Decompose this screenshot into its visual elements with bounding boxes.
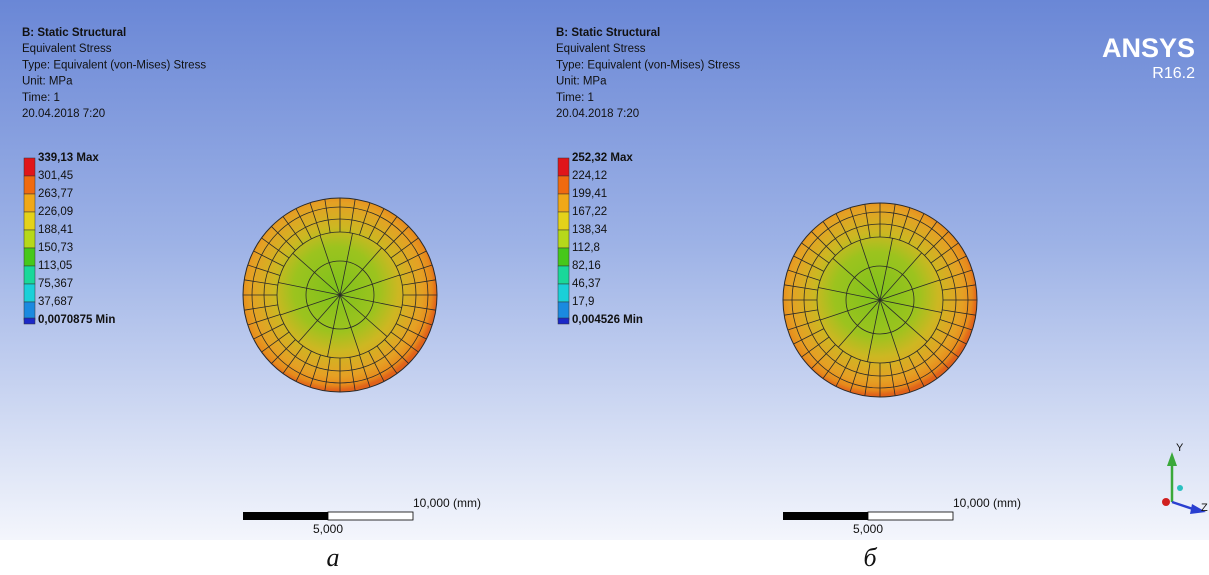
header-title: B: Static Structural bbox=[22, 27, 126, 39]
legend-swatch bbox=[558, 318, 569, 324]
legend-label: 0,004526 Min bbox=[572, 314, 643, 326]
legend-label: 113,05 bbox=[38, 260, 72, 272]
legend-swatch bbox=[24, 318, 35, 324]
legend-label: 0,0070875 Min bbox=[38, 314, 115, 326]
header-time: Time: 1 bbox=[22, 92, 60, 104]
scale-bar-white bbox=[328, 512, 413, 520]
triad-y-label: Y bbox=[1176, 442, 1184, 454]
stress-contour bbox=[783, 203, 977, 397]
header-date: 20.04.2018 7:20 bbox=[22, 108, 105, 120]
legend-label: 301,45 bbox=[38, 170, 73, 182]
legend-swatch bbox=[558, 158, 569, 176]
page: {"logo": {"brand": "ANSYS", "version": "… bbox=[0, 0, 1209, 575]
legend-swatch bbox=[24, 158, 35, 176]
header-time: Time: 1 bbox=[556, 92, 594, 104]
legend-swatch bbox=[24, 194, 35, 212]
legend-label: 167,22 bbox=[572, 206, 607, 218]
caption: а bbox=[327, 543, 340, 572]
legend-label: 263,77 bbox=[38, 188, 73, 200]
header-result: Equivalent Stress bbox=[22, 43, 112, 55]
legend-label: 17,9 bbox=[572, 296, 594, 308]
screenshot: ANSYS R16.2 Y Z B: Static Structural Equi… bbox=[0, 0, 1209, 575]
legend-swatch bbox=[558, 266, 569, 284]
legend-swatch bbox=[24, 266, 35, 284]
scale-full-label: 10,000 (mm) bbox=[413, 496, 481, 510]
legend-swatch bbox=[24, 176, 35, 194]
header-date: 20.04.2018 7:20 bbox=[556, 108, 639, 120]
scale-bar-black bbox=[783, 512, 868, 520]
scale-half-label: 5,000 bbox=[853, 522, 883, 536]
legend-label: 75,367 bbox=[38, 278, 73, 290]
legend-label: 150,73 bbox=[38, 242, 73, 254]
legend-swatch bbox=[558, 194, 569, 212]
legend-label: 188,41 bbox=[38, 224, 73, 236]
header-unit: Unit: MPa bbox=[556, 76, 607, 88]
legend-swatch bbox=[24, 212, 35, 230]
logo-version: R16.2 bbox=[1152, 65, 1195, 82]
stress-contour bbox=[243, 198, 437, 392]
legend-label: 82,16 bbox=[572, 260, 601, 272]
scale-half-label: 5,000 bbox=[313, 522, 343, 536]
legend-label: 199,41 bbox=[572, 188, 607, 200]
legend-swatch bbox=[558, 176, 569, 194]
legend-swatch bbox=[558, 230, 569, 248]
legend-label: 112,8 bbox=[572, 242, 600, 254]
logo: ANSYS bbox=[1102, 33, 1195, 63]
legend-swatch bbox=[558, 212, 569, 230]
caption: б bbox=[863, 543, 877, 572]
header-unit: Unit: MPa bbox=[22, 76, 73, 88]
legend-label: 224,12 bbox=[572, 170, 607, 182]
scale-bar-white bbox=[868, 512, 953, 520]
legend-swatch bbox=[558, 284, 569, 302]
legend-label: 37,687 bbox=[38, 296, 73, 308]
header-type: Type: Equivalent (von-Mises) Stress bbox=[22, 59, 206, 71]
header-type: Type: Equivalent (von-Mises) Stress bbox=[556, 59, 740, 71]
legend-label: 138,34 bbox=[572, 224, 608, 236]
scale-bar-black bbox=[243, 512, 328, 520]
triad-z-label: Z bbox=[1201, 502, 1208, 514]
legend-label: 46,37 bbox=[572, 278, 601, 290]
legend-label: 339,13 Max bbox=[38, 152, 99, 164]
legend-label: 252,32 Max bbox=[572, 152, 633, 164]
header-title: B: Static Structural bbox=[556, 27, 660, 39]
legend-swatch bbox=[24, 248, 35, 266]
legend-label: 226,09 bbox=[38, 206, 73, 218]
legend-swatch bbox=[558, 248, 569, 266]
legend-swatch bbox=[24, 230, 35, 248]
legend-swatch bbox=[24, 284, 35, 302]
scale-full-label: 10,000 (mm) bbox=[953, 496, 1021, 510]
legend-swatch bbox=[24, 302, 35, 320]
header-result: Equivalent Stress bbox=[556, 43, 646, 55]
legend-swatch bbox=[558, 302, 569, 320]
